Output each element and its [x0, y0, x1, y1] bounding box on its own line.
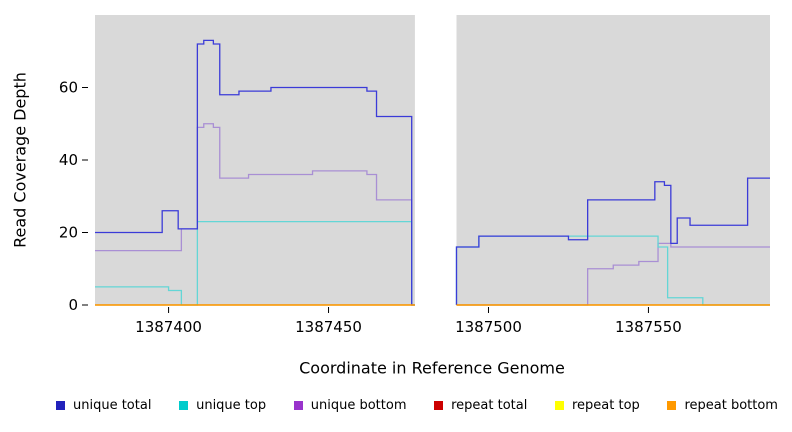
legend-label: unique top: [196, 398, 267, 413]
legend-swatch-repeat-top-icon: [555, 401, 564, 410]
legend-swatch-unique-top-icon: [179, 401, 189, 410]
y-axis-title: Read Coverage Depth: [10, 72, 30, 248]
legend-swatch-repeat-bottom-icon: [667, 401, 677, 410]
legend-label: repeat top: [572, 398, 640, 413]
legend-label: repeat bottom: [684, 398, 778, 413]
x-tick-label: 1387400: [135, 318, 202, 336]
y-tick-label: 40: [59, 151, 78, 169]
legend-swatch-unique-total-icon: [56, 401, 65, 410]
no-data-gap: [414, 8, 457, 305]
legend-item-repeat-top: repeat top: [555, 398, 640, 413]
legend-swatch-unique-bottom-icon: [293, 401, 303, 410]
y-tick-label: 0: [68, 296, 78, 314]
legend-label: repeat total: [451, 398, 528, 413]
x-tick-label: 1387450: [295, 318, 362, 336]
x-axis-title: Coordinate in Reference Genome: [299, 358, 565, 378]
y-tick-label: 60: [59, 79, 78, 97]
legend-swatch-repeat-total-icon: [434, 401, 444, 410]
legend-item-unique-total: unique total: [56, 398, 151, 413]
legend-item-repeat-bottom: repeat bottom: [667, 398, 778, 413]
legend: unique total unique top unique bottom repea…: [0, 398, 792, 413]
legend-label: unique bottom: [310, 398, 407, 413]
series-unique-total: [95, 39, 770, 306]
x-tick-label: 1387500: [455, 318, 522, 336]
legend-item-repeat-total: repeat total: [434, 398, 527, 413]
y-tick-label: 20: [59, 224, 78, 242]
legend-item-unique-top: unique top: [179, 398, 266, 413]
legend-item-unique-bottom: unique bottom: [293, 398, 407, 413]
legend-label: unique total: [73, 398, 152, 413]
coverage-chart: 0 20 40 60 1387400 1387450 1387500 1387550: [58, 8, 770, 336]
x-tick-label: 1387550: [615, 318, 682, 336]
